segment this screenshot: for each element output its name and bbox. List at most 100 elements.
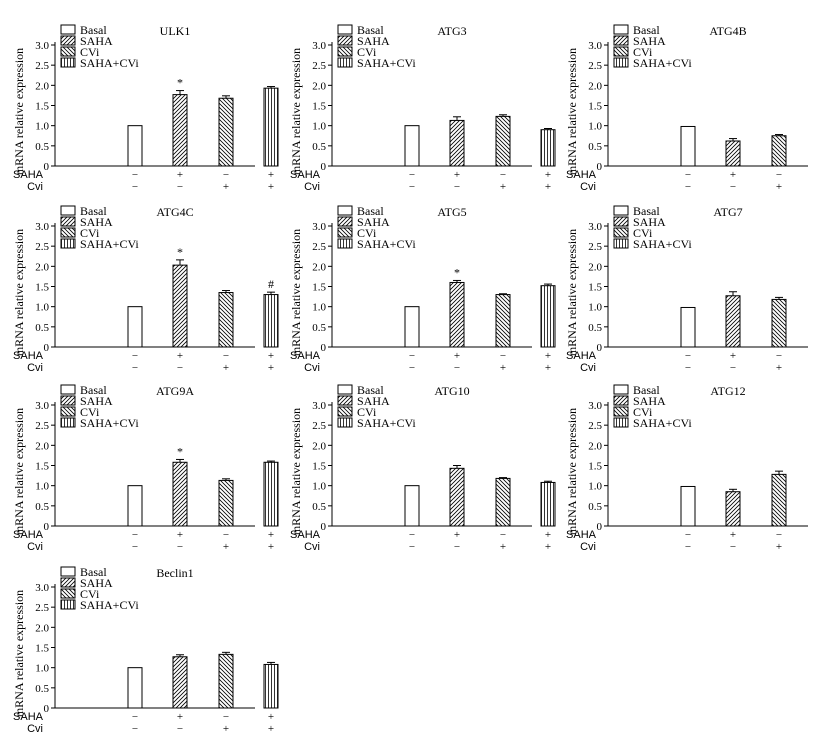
y-tick-label: 2.0 [312, 80, 326, 92]
y-tick-label: 0.5 [35, 501, 49, 513]
bar-basal [127, 306, 143, 348]
cvi-symbol: + [776, 541, 782, 553]
legend-label: SAHA [633, 34, 666, 48]
bar-basal [127, 485, 143, 527]
bar-basal [404, 485, 420, 527]
legend-label: CVi [633, 226, 653, 240]
bar-cvi [771, 298, 787, 348]
y-tick-label: 1.0 [35, 121, 49, 133]
cvi-symbol: + [223, 723, 229, 735]
bar-basal [404, 125, 420, 167]
legend-label: SAHA [80, 394, 113, 408]
legend-label: CVi [357, 405, 377, 419]
y-axis-title: mRNA relative expression [12, 48, 26, 175]
saha-symbol: + [177, 711, 183, 723]
y-tick-label: 1.5 [312, 101, 326, 113]
cvi-symbol: + [500, 362, 506, 374]
saha-symbol: − [132, 711, 138, 723]
panel-title: ATG4B [709, 24, 746, 38]
y-tick-label: 0 [44, 703, 50, 715]
legend-label: SAHA [357, 215, 390, 229]
saha-symbol: + [177, 350, 183, 362]
bar-saha [725, 140, 741, 167]
y-axis-title: mRNA relative expression [12, 408, 26, 535]
legend-swatch [60, 417, 76, 428]
saha-symbol: + [730, 529, 736, 541]
panel-atg4c: mRNA relative expression 0 0.5 1.0 1.5 2.0 2.5… [12, 204, 279, 374]
y-tick-label: 2.5 [35, 602, 49, 614]
y-axis-title: mRNA relative expression [289, 408, 303, 535]
legend-label: CVi [357, 226, 377, 240]
cvi-symbol: − [132, 181, 138, 193]
cvi-symbol: − [730, 541, 736, 553]
legend-swatch [60, 46, 76, 57]
y-tick-label: 0 [321, 521, 327, 533]
cvi-symbol: + [268, 362, 274, 374]
legend-swatch [613, 384, 629, 395]
bar-saha [725, 295, 741, 348]
row-label-cvi: Cvi [580, 362, 596, 374]
bar-cvi [771, 473, 787, 527]
row-label-saha: SAHA [290, 529, 321, 541]
cvi-symbol: + [545, 181, 551, 193]
legend-label: CVi [80, 405, 100, 419]
significance-mark: * [177, 245, 183, 259]
y-tick-label: 1.5 [35, 282, 49, 294]
legend-swatch [60, 57, 76, 68]
y-tick-label: 2.0 [312, 261, 326, 273]
bar-saha-cvi [263, 87, 279, 167]
legend-label: SAHA+CVi [80, 56, 139, 70]
legend-label: Basal [80, 383, 107, 397]
panel-title: ATG10 [434, 384, 469, 398]
legend-swatch [337, 238, 353, 249]
row-label-cvi: Cvi [580, 181, 596, 193]
cvi-symbol: + [545, 362, 551, 374]
bar-basal [127, 667, 143, 709]
y-tick-label: 1.0 [588, 302, 602, 314]
legend-swatch [613, 24, 629, 35]
y-tick-label: 0 [597, 342, 603, 354]
bar-saha [172, 264, 188, 348]
legend-label: SAHA+CVi [80, 237, 139, 251]
legend-swatch [613, 35, 629, 46]
cvi-symbol: − [177, 181, 183, 193]
y-tick-label: 2.5 [588, 60, 602, 72]
legend-swatch [337, 395, 353, 406]
y-tick-label: 0.5 [35, 683, 49, 695]
saha-symbol: − [409, 350, 415, 362]
y-tick-label: 1.0 [312, 121, 326, 133]
bar-saha [172, 656, 188, 709]
legend-swatch [613, 227, 629, 238]
saha-symbol: + [730, 169, 736, 181]
legend-swatch [337, 24, 353, 35]
panel-title: ATG4C [156, 205, 193, 219]
y-tick-label: 0 [321, 161, 327, 173]
legend-label: Basal [633, 204, 660, 218]
legend-label: SAHA [80, 576, 113, 590]
row-label-cvi: Cvi [580, 541, 596, 553]
y-tick-label: 0 [597, 161, 603, 173]
row-label-saha: SAHA [290, 350, 321, 362]
legend-swatch [60, 599, 76, 610]
cvi-symbol: − [409, 181, 415, 193]
saha-symbol: − [685, 350, 691, 362]
y-tick-label: 0 [44, 521, 50, 533]
bar-saha [449, 281, 465, 348]
y-tick-label: 0 [597, 521, 603, 533]
saha-symbol: − [500, 529, 506, 541]
bar-basal [680, 125, 696, 167]
bar-cvi [495, 115, 511, 167]
cvi-symbol: + [268, 541, 274, 553]
saha-symbol: − [132, 529, 138, 541]
panel-atg4b: mRNA relative expression 0 0.5 1.0 1.5 2.0 2.5… [565, 23, 808, 193]
legend-swatch [60, 588, 76, 599]
cvi-symbol: − [730, 362, 736, 374]
legend-label: SAHA+CVi [80, 598, 139, 612]
y-tick-label: 0.5 [312, 322, 326, 334]
cvi-symbol: − [409, 362, 415, 374]
cvi-symbol: − [177, 362, 183, 374]
y-tick-label: 1.5 [35, 461, 49, 473]
bar-cvi [218, 479, 234, 527]
legend-label: SAHA+CVi [80, 416, 139, 430]
y-tick-label: 1.0 [35, 481, 49, 493]
